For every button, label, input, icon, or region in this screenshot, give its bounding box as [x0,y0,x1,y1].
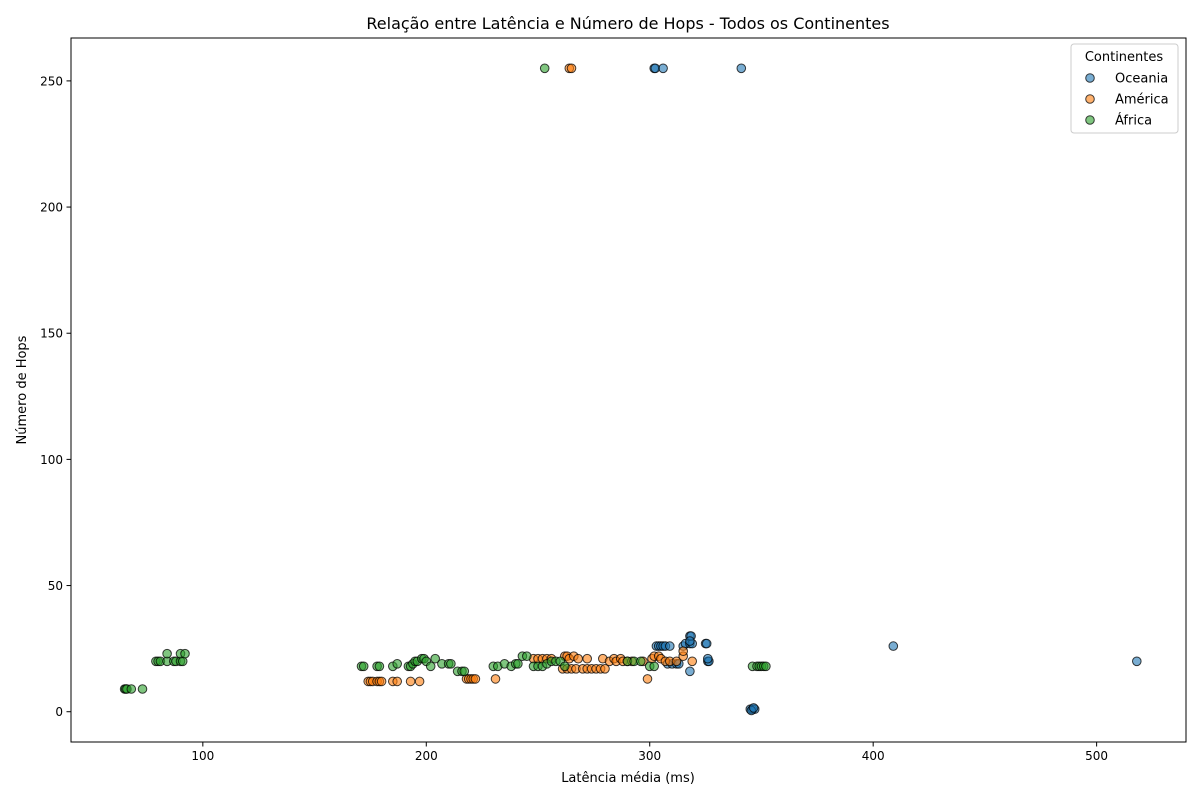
data-point-0-9 [665,641,675,651]
data-point-2-22 [392,659,403,669]
plot-background [71,38,1186,742]
y-tick-label: 50 [48,579,63,593]
legend-marker-0 [1085,73,1095,83]
data-point-2-32 [430,653,441,664]
data-point-1-1 [566,63,577,74]
data-point-1-18 [642,674,653,684]
data-point-2-0 [539,63,550,74]
legend-title: Continentes [1085,50,1164,65]
x-axis-label: Latência média (ms) [561,771,695,786]
legend-label-1: América [1115,93,1169,108]
legend-box [1070,43,1179,134]
data-point-1-17 [490,674,501,684]
data-point-1-11 [414,676,425,687]
y-tick-label: 150 [40,327,63,341]
data-point-0-2 [658,63,668,74]
data-point-2-5 [137,684,148,694]
data-point-1-39 [600,664,610,674]
chart-title: Relação entre Latência e Número de Hops … [366,14,889,33]
legend-items: Oceania América África [1085,72,1169,129]
x-axis-ticks: 100 200 300 400 500 [191,742,1108,763]
y-tick-label: 200 [40,201,63,215]
plot-frame [70,37,1187,743]
data-point-2-59 [649,661,660,672]
legend: Continentes Oceania América África [1070,43,1179,134]
data-point-1-58 [687,656,698,667]
data-point-0-26 [685,666,695,677]
data-point-2-44 [513,659,523,669]
data-point-1-10 [405,676,416,687]
data-point-2-14 [162,648,172,659]
legend-label-2: África [1115,113,1152,129]
data-point-2-35 [446,659,456,669]
x-tick-label: 100 [191,749,214,763]
data-point-2-18 [358,661,369,672]
data-point-0-15 [701,638,712,649]
y-axis-label: Número de Hops [15,335,30,444]
data-point-2-16 [180,648,190,659]
data-point-0-32 [888,641,899,651]
data-point-1-28 [573,653,584,664]
data-point-1-16 [470,674,481,684]
y-tick-label: 0 [55,705,63,719]
x-tick-label: 200 [415,749,438,763]
data-point-1-9 [392,676,403,687]
data-point-2-31 [425,661,436,672]
plot-area [70,37,1187,743]
data-point-0-31 [748,703,759,713]
x-tick-label: 400 [862,749,885,763]
data-point-2-4 [126,684,137,694]
data-point-1-7 [376,676,387,687]
points-layer [119,63,1142,716]
data-point-1-57 [678,646,689,657]
y-tick-label: 100 [40,453,63,467]
data-point-2-46 [522,651,532,662]
data-point-2-54 [560,661,570,672]
x-tick-label: 300 [638,749,661,763]
data-point-2-38 [459,666,470,677]
y-tick-label: 250 [40,74,63,88]
data-point-1-55 [671,656,682,667]
legend-label-0: Oceania [1115,72,1168,87]
legend-marker-2 [1085,115,1095,125]
data-point-0-21 [703,653,713,664]
x-tick-label: 500 [1085,749,1108,763]
data-point-2-65 [761,661,771,672]
data-point-0-33 [1132,656,1142,667]
data-point-2-20 [374,661,385,672]
data-point-0-3 [736,63,747,74]
data-point-2-57 [636,656,646,667]
data-point-1-29 [582,653,593,664]
data-point-0-18 [685,636,695,646]
legend-marker-1 [1085,94,1095,104]
y-axis-ticks: 0 50 100 150 200 250 [40,74,71,719]
